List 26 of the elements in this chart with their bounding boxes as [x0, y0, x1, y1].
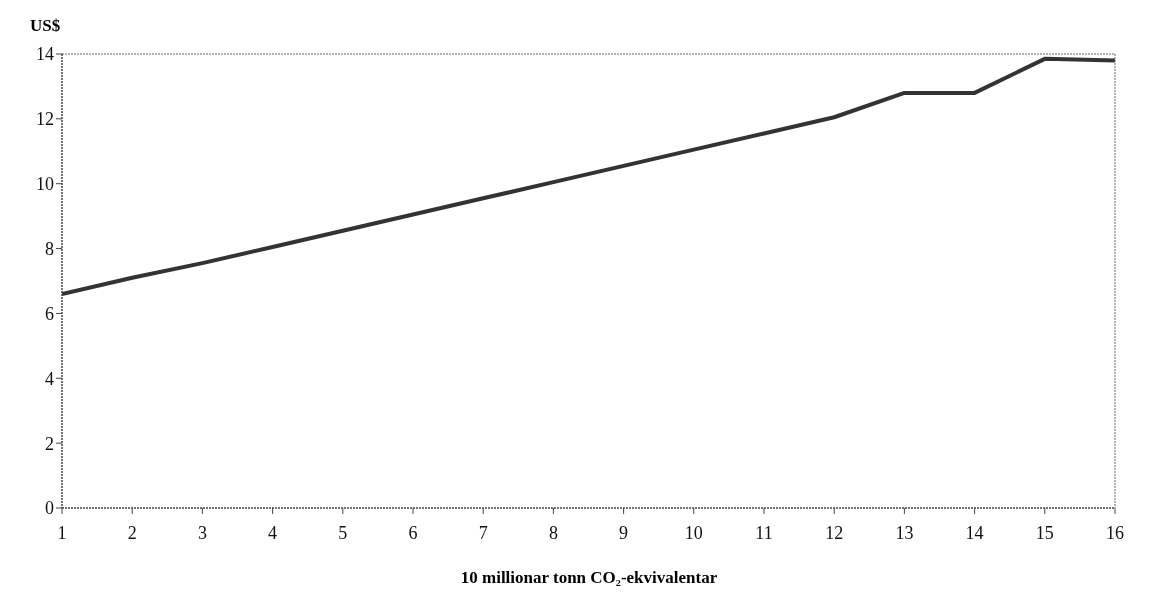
y-tick-label: 8 — [45, 238, 54, 259]
y-tick-label: 0 — [45, 498, 54, 519]
y-tick-label: 14 — [36, 44, 54, 65]
x-axis-title: 10 millionar tonn CO₂-ekvivalentar — [460, 568, 718, 587]
y-tick-label: 6 — [45, 303, 54, 324]
x-tick-label: 4 — [268, 522, 278, 543]
y-axis-title: US$ — [30, 16, 61, 36]
x-tick-label: 1 — [57, 522, 67, 543]
x-tick-label: 2 — [127, 522, 137, 543]
x-tick-label: 11 — [755, 522, 773, 543]
x-tick-label: 6 — [408, 522, 418, 543]
y-tick-label: 4 — [45, 368, 54, 389]
x-tick-label: 3 — [197, 522, 207, 543]
x-tick-label: 10 — [684, 522, 703, 543]
x-tick-label: 8 — [548, 522, 558, 543]
x-tick-label: 14 — [965, 522, 984, 543]
x-tick-label: 7 — [478, 522, 488, 543]
x-tick-label: 16 — [1106, 522, 1124, 543]
y-tick-label: 12 — [36, 109, 54, 130]
y-tick-label: 2 — [45, 433, 54, 454]
x-tick-label: 13 — [895, 522, 914, 543]
x-tick-label: 12 — [825, 522, 844, 543]
y-tick-label: 10 — [36, 174, 54, 195]
x-tick-label: 9 — [619, 522, 629, 543]
x-tick-label: 15 — [1035, 522, 1054, 543]
x-tick-label: 5 — [338, 522, 348, 543]
